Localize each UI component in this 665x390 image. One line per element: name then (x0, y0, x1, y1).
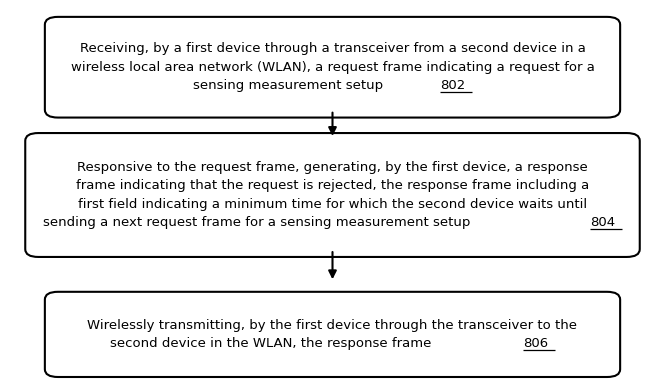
Text: wireless local area network (WLAN), a request frame indicating a request for a: wireless local area network (WLAN), a re… (70, 61, 595, 74)
FancyBboxPatch shape (25, 133, 640, 257)
Text: frame indicating that the request is rejected, the response frame including a: frame indicating that the request is rej… (76, 179, 589, 192)
FancyBboxPatch shape (45, 292, 620, 377)
Text: first field indicating a minimum time for which the second device waits until: first field indicating a minimum time fo… (78, 198, 587, 211)
Text: Receiving, by a first device through a transceiver from a second device in a: Receiving, by a first device through a t… (80, 42, 585, 55)
Text: Responsive to the request frame, generating, by the first device, a response: Responsive to the request frame, generat… (77, 161, 588, 174)
Text: 804: 804 (591, 216, 615, 229)
Text: 802: 802 (440, 79, 465, 92)
Text: sending a next request frame for a sensing measurement setup: sending a next request frame for a sensi… (43, 216, 474, 229)
Text: 806: 806 (523, 337, 548, 350)
Text: sensing measurement setup: sensing measurement setup (194, 79, 388, 92)
FancyBboxPatch shape (45, 17, 620, 117)
Text: Wirelessly transmitting, by the first device through the transceiver to the: Wirelessly transmitting, by the first de… (88, 319, 577, 332)
Text: second device in the WLAN, the response frame: second device in the WLAN, the response … (110, 337, 436, 350)
